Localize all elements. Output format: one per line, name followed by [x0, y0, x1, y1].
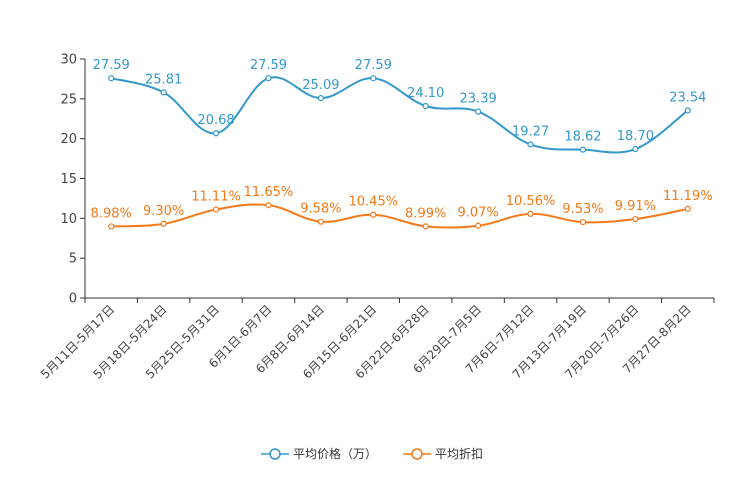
data-label-0: 25.09	[302, 78, 339, 93]
data-point-0	[160, 89, 167, 96]
data-label-1: 11.65%	[244, 185, 294, 200]
data-label-1: 11.11%	[191, 189, 241, 204]
legend-item-price[interactable]: 平均价格（万）	[260, 445, 377, 462]
line-chart: 0510152025305月11日-5月17日5月18日-5月24日5月25日-…	[38, 53, 715, 382]
y-tick-label: 5	[69, 252, 77, 267]
y-tick-label: 0	[69, 292, 77, 307]
data-point-1	[317, 218, 324, 225]
y-tick-label: 20	[60, 132, 77, 147]
data-label-1: 9.07%	[457, 206, 498, 221]
data-label-0: 24.10	[407, 86, 444, 101]
legend: 平均价格（万） 平均折扣	[0, 445, 744, 462]
data-label-0: 18.70	[617, 129, 654, 144]
data-label-0: 27.59	[355, 58, 392, 73]
legend-item-discount[interactable]: 平均折扣	[403, 445, 483, 462]
data-label-1: 10.56%	[506, 194, 556, 209]
data-label-1: 8.98%	[91, 206, 132, 221]
legend-label-price: 平均价格（万）	[292, 447, 377, 461]
series-line-1	[111, 203, 688, 229]
data-label-0: 25.81	[145, 72, 182, 87]
data-point-1	[579, 218, 587, 226]
data-point-0	[317, 95, 324, 102]
data-label-1: 9.30%	[143, 204, 184, 219]
data-point-0	[370, 75, 377, 82]
data-point-1	[527, 210, 534, 217]
data-point-1	[632, 215, 639, 223]
data-point-0	[108, 75, 115, 82]
legend-label-discount: 平均折扣	[435, 447, 484, 461]
data-point-1	[160, 220, 167, 228]
data-label-1: 9.91%	[615, 199, 656, 214]
legend-swatch-price	[260, 447, 289, 460]
data-point-1	[684, 205, 691, 212]
data-point-1	[422, 223, 429, 230]
series-line-0	[110, 76, 689, 154]
data-label-1: 10.45%	[349, 195, 399, 210]
data-point-0	[212, 130, 220, 137]
data-point-0	[527, 141, 534, 148]
data-point-0	[265, 75, 272, 82]
legend-swatch-discount	[403, 447, 431, 460]
data-point-0	[579, 146, 587, 153]
data-point-0	[632, 145, 639, 153]
data-point-0	[422, 102, 429, 110]
data-point-1	[370, 211, 377, 218]
y-tick-label: 30	[60, 53, 77, 68]
data-point-1	[212, 206, 220, 213]
data-point-1	[475, 222, 482, 229]
data-point-1	[108, 223, 115, 230]
data-point-0	[684, 107, 691, 114]
data-label-0: 19.27	[512, 124, 549, 139]
data-point-1	[265, 202, 272, 209]
data-label-0: 23.39	[460, 92, 497, 107]
data-label-0: 20.68	[197, 113, 234, 128]
data-label-1: 9.58%	[300, 202, 341, 217]
y-tick-label: 25	[60, 92, 77, 107]
data-label-1: 8.99%	[405, 206, 446, 221]
data-label-0: 27.59	[93, 58, 130, 73]
data-label-0: 27.59	[250, 58, 287, 73]
y-tick-label: 15	[60, 172, 77, 187]
data-point-0	[475, 108, 482, 115]
data-label-0: 23.54	[669, 90, 706, 105]
data-label-1: 9.53%	[562, 202, 603, 217]
data-label-0: 18.62	[564, 130, 601, 145]
y-tick-label: 10	[60, 212, 77, 227]
data-label-1: 11.19%	[663, 189, 713, 204]
